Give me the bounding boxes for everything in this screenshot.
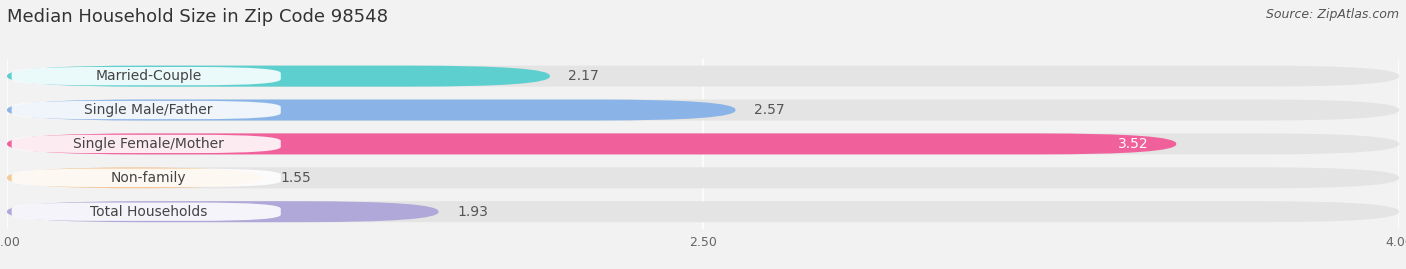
Text: Non-family: Non-family (111, 171, 187, 185)
Text: 2.57: 2.57 (754, 103, 785, 117)
FancyBboxPatch shape (7, 133, 1399, 154)
FancyBboxPatch shape (7, 201, 1399, 222)
FancyBboxPatch shape (11, 67, 281, 85)
FancyBboxPatch shape (7, 201, 439, 222)
Text: Single Male/Father: Single Male/Father (84, 103, 212, 117)
Text: 1.93: 1.93 (457, 205, 488, 219)
FancyBboxPatch shape (11, 203, 281, 221)
FancyBboxPatch shape (7, 100, 735, 121)
FancyBboxPatch shape (11, 101, 281, 119)
FancyBboxPatch shape (11, 135, 281, 153)
Text: Married-Couple: Married-Couple (96, 69, 201, 83)
Text: Total Households: Total Households (90, 205, 207, 219)
FancyBboxPatch shape (7, 167, 263, 188)
FancyBboxPatch shape (7, 100, 1399, 121)
Text: 2.17: 2.17 (568, 69, 599, 83)
Text: 1.55: 1.55 (281, 171, 312, 185)
Text: Single Female/Mother: Single Female/Mother (73, 137, 224, 151)
FancyBboxPatch shape (7, 66, 550, 87)
FancyBboxPatch shape (7, 167, 1399, 188)
FancyBboxPatch shape (11, 169, 281, 187)
FancyBboxPatch shape (7, 66, 1399, 87)
Text: Median Household Size in Zip Code 98548: Median Household Size in Zip Code 98548 (7, 8, 388, 26)
Text: 3.52: 3.52 (1118, 137, 1149, 151)
Text: Source: ZipAtlas.com: Source: ZipAtlas.com (1265, 8, 1399, 21)
FancyBboxPatch shape (7, 133, 1177, 154)
